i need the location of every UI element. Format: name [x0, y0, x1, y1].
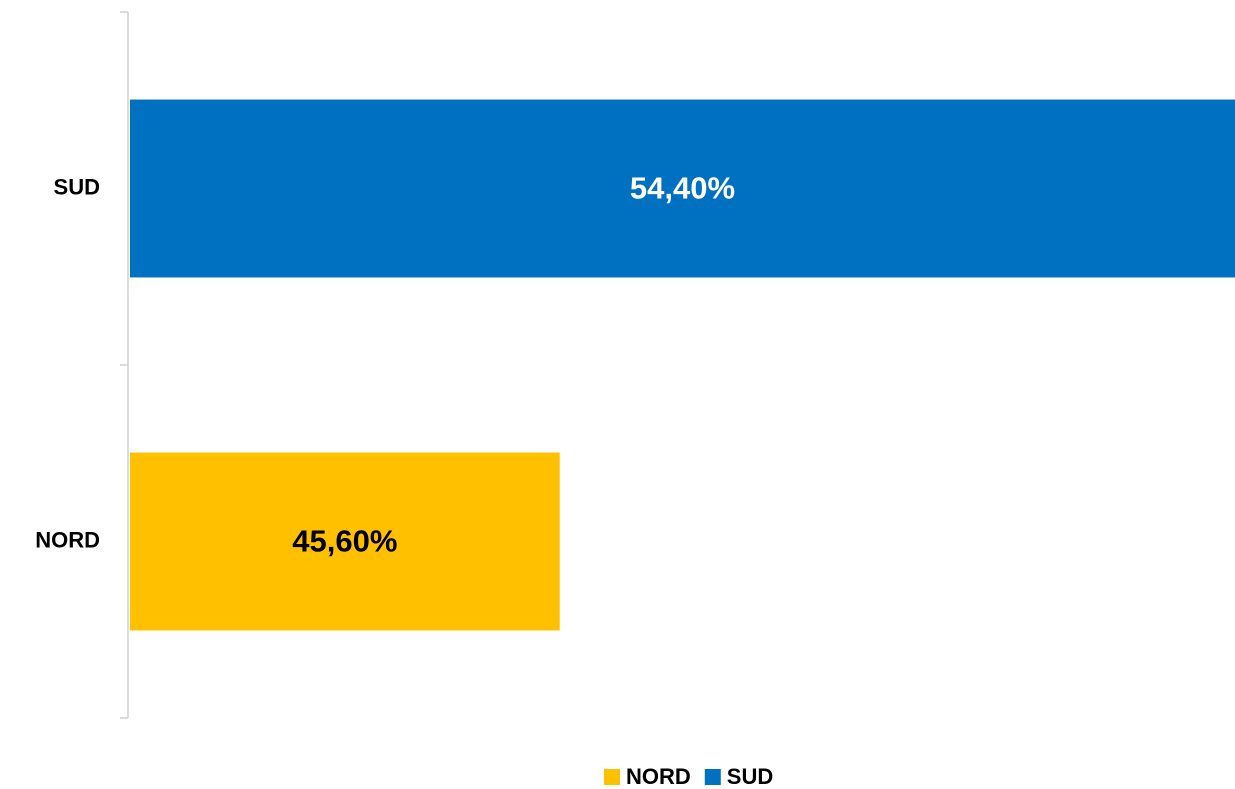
data-label: 54,40% [630, 171, 735, 206]
legend-label: SUD [727, 764, 773, 789]
legend-swatch [704, 769, 721, 785]
y-tick-label: NORD [35, 527, 100, 552]
bar [130, 99, 1235, 278]
legend-label: NORD [626, 764, 691, 789]
legend-swatch [604, 769, 620, 785]
y-tick-label: SUD [54, 174, 100, 199]
data-label: 45,60% [292, 524, 397, 559]
bar [130, 452, 560, 631]
